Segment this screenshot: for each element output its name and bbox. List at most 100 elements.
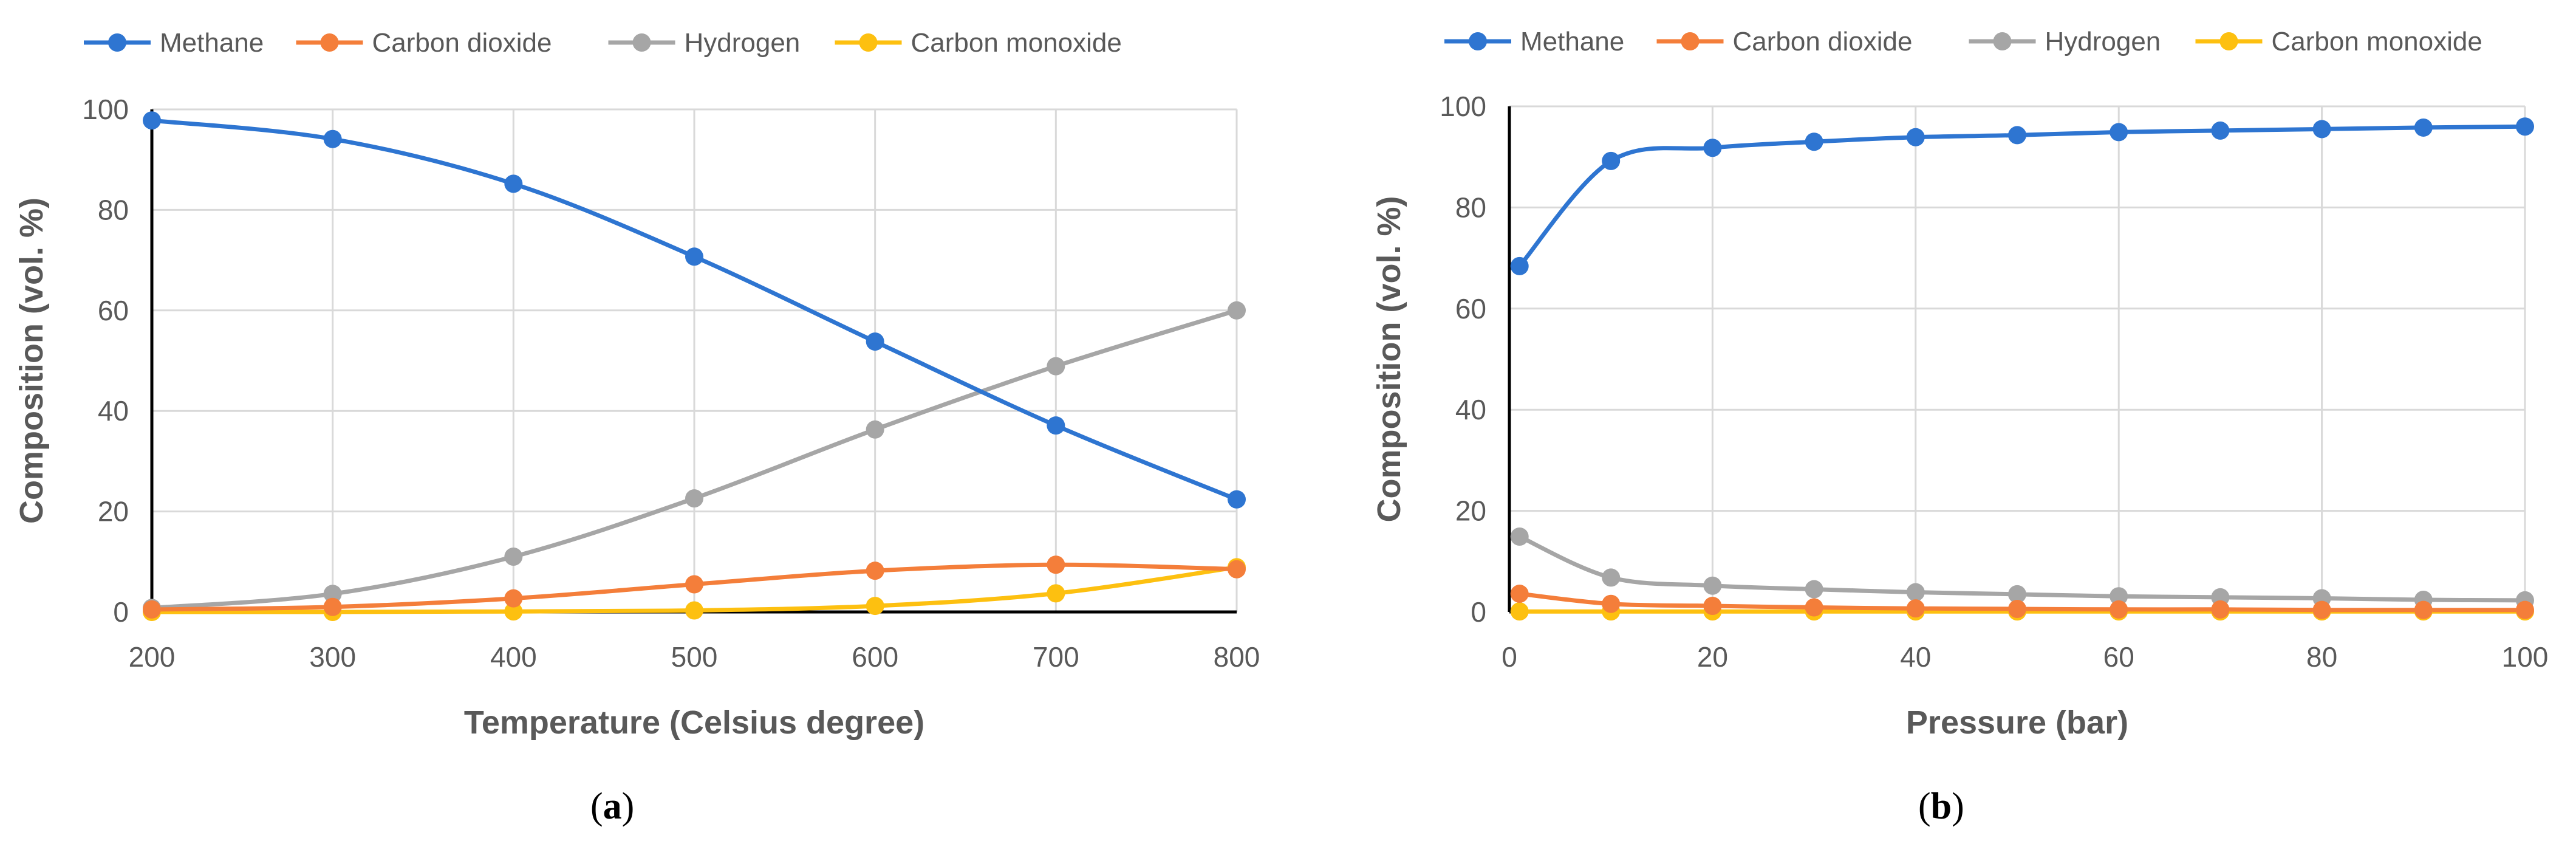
data-point-methane bbox=[1602, 151, 1621, 170]
data-point-hydrogen bbox=[323, 585, 342, 603]
panel-label-a: (a) bbox=[590, 786, 635, 827]
data-point-hydrogen bbox=[1906, 583, 1925, 602]
data-point-methane bbox=[685, 247, 703, 266]
data-point-methane bbox=[1510, 256, 1529, 275]
data-point-carbon-dioxide bbox=[2414, 600, 2433, 619]
data-point-hydrogen bbox=[2110, 587, 2128, 606]
data-point-carbon-dioxide bbox=[1510, 585, 1529, 603]
legend-swatch-marker bbox=[1681, 32, 1700, 50]
x-tick-label: 800 bbox=[1214, 641, 1260, 673]
data-point-methane bbox=[866, 332, 884, 351]
y-tick-label: 100 bbox=[82, 94, 129, 125]
panel-label-a-text: a bbox=[603, 786, 622, 827]
y-tick-label: 60 bbox=[98, 295, 129, 326]
data-point-hydrogen bbox=[504, 548, 523, 566]
data-point-carbon-dioxide bbox=[1703, 597, 1722, 616]
x-tick-label: 500 bbox=[671, 641, 718, 673]
legend-label: Carbon monoxide bbox=[911, 28, 1122, 58]
x-tick-label: 700 bbox=[1033, 641, 1079, 673]
legend-label: Carbon dioxide bbox=[372, 28, 552, 58]
data-point-carbon-dioxide bbox=[685, 575, 703, 594]
data-point-methane bbox=[2110, 123, 2128, 142]
data-point-carbon-dioxide bbox=[2312, 600, 2331, 619]
x-tick-label: 400 bbox=[490, 641, 537, 673]
data-point-carbon-dioxide bbox=[866, 562, 884, 580]
data-point-methane bbox=[1703, 139, 1722, 157]
y-tick-label: 40 bbox=[1455, 394, 1486, 425]
data-point-hydrogen bbox=[1510, 527, 1529, 546]
data-point-methane bbox=[1805, 132, 1823, 151]
y-tick-label: 0 bbox=[1471, 596, 1486, 628]
x-axis-title: Temperature (Celsius degree) bbox=[464, 704, 924, 741]
y-tick-label: 60 bbox=[1455, 293, 1486, 325]
data-point-carbon-dioxide bbox=[2211, 600, 2230, 619]
data-point-carbon-dioxide bbox=[1906, 599, 1925, 618]
x-tick-label: 40 bbox=[1900, 641, 1931, 673]
data-point-hydrogen bbox=[1228, 301, 1246, 320]
data-point-hydrogen bbox=[1703, 576, 1722, 595]
x-tick-label: 300 bbox=[309, 641, 356, 673]
data-point-carbon-dioxide bbox=[143, 600, 161, 619]
y-tick-label: 0 bbox=[113, 596, 129, 628]
legend-label: Carbon monoxide bbox=[2272, 27, 2482, 57]
data-point-carbon-monoxide bbox=[685, 601, 703, 620]
data-point-carbon-dioxide bbox=[504, 589, 523, 608]
legend-swatch-marker bbox=[2219, 32, 2238, 50]
data-point-carbon-monoxide bbox=[504, 602, 523, 621]
data-point-methane bbox=[1228, 490, 1246, 509]
data-point-methane bbox=[143, 111, 161, 130]
legend-label: Hydrogen bbox=[2045, 27, 2161, 57]
y-tick-label: 20 bbox=[1455, 495, 1486, 527]
data-point-methane bbox=[1906, 128, 1925, 146]
data-point-methane bbox=[2312, 120, 2331, 139]
y-tick-label: 80 bbox=[98, 194, 129, 225]
x-tick-label: 20 bbox=[1697, 641, 1728, 673]
data-point-carbon-dioxide bbox=[1228, 560, 1246, 579]
legend-label: Methane bbox=[160, 28, 264, 58]
legend-swatch-marker bbox=[108, 33, 126, 52]
data-point-carbon-dioxide bbox=[2110, 600, 2128, 619]
data-point-methane bbox=[2516, 117, 2534, 136]
legend-label: Carbon dioxide bbox=[1733, 27, 1913, 57]
legend-swatch-marker bbox=[632, 33, 651, 52]
series-line-methane bbox=[1517, 124, 2527, 269]
data-point-carbon-monoxide bbox=[1047, 584, 1065, 603]
y-axis-title: Composition (vol. %) bbox=[1371, 196, 1407, 523]
data-point-carbon-monoxide bbox=[1510, 602, 1529, 621]
y-tick-label: 80 bbox=[1455, 191, 1486, 223]
data-point-carbon-dioxide bbox=[1602, 594, 1621, 613]
y-axis-title: Composition (vol. %) bbox=[13, 198, 50, 524]
legend-swatch-marker bbox=[1469, 32, 1487, 50]
data-point-hydrogen bbox=[1602, 568, 1621, 587]
legend-label: Methane bbox=[1520, 27, 1624, 57]
x-tick-label: 100 bbox=[2502, 641, 2549, 673]
data-point-hydrogen bbox=[1047, 357, 1065, 376]
data-point-carbon-monoxide bbox=[866, 597, 884, 616]
x-tick-label: 60 bbox=[2103, 641, 2134, 673]
legend-label: Hydrogen bbox=[685, 28, 801, 58]
y-tick-label: 100 bbox=[1440, 91, 1486, 122]
data-point-carbon-dioxide bbox=[2008, 600, 2026, 619]
data-point-carbon-dioxide bbox=[1047, 555, 1065, 574]
panel-label-b-text: b bbox=[1930, 786, 1952, 827]
data-point-methane bbox=[2008, 126, 2026, 145]
data-point-methane bbox=[2414, 118, 2433, 137]
x-tick-label: 0 bbox=[1502, 641, 1517, 673]
chart-a: 200 300 400 500 600 700 800 0 20 40 60 80 100 Tempera… bbox=[13, 28, 1260, 741]
data-point-methane bbox=[504, 174, 523, 193]
x-tick-label: 200 bbox=[129, 641, 176, 673]
x-tick-label: 600 bbox=[852, 641, 898, 673]
data-point-hydrogen bbox=[866, 420, 884, 439]
data-point-carbon-dioxide bbox=[323, 597, 342, 616]
data-point-methane bbox=[2211, 121, 2230, 140]
data-point-methane bbox=[323, 129, 342, 148]
legend-swatch-marker bbox=[1993, 32, 2012, 50]
x-tick-label: 80 bbox=[2306, 641, 2337, 673]
data-point-hydrogen bbox=[685, 489, 703, 508]
legend-swatch-marker bbox=[320, 33, 339, 52]
chart-b: 0 20 40 60 80 100 0 20 40 60 80 100 Pressure (bar) Co… bbox=[1371, 27, 2549, 741]
y-tick-label: 20 bbox=[98, 496, 129, 527]
y-tick-label: 40 bbox=[98, 395, 129, 427]
panel-label-b: (b) bbox=[1918, 786, 1964, 827]
